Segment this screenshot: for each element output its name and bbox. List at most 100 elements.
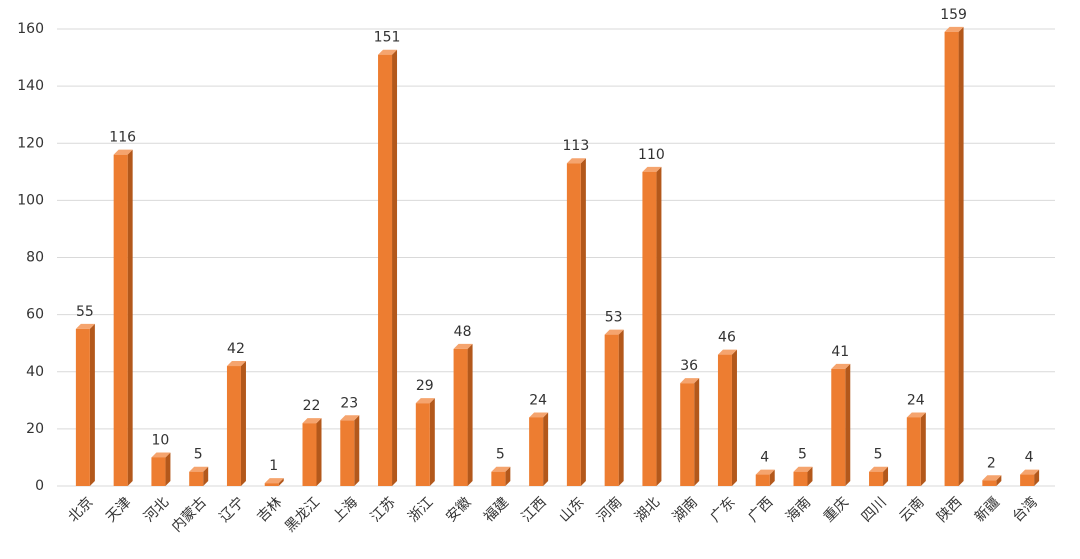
bar-side: [429, 398, 435, 486]
bar: [453, 348, 468, 486]
x-tick-label: 四川: [859, 494, 890, 525]
bar-side: [694, 378, 700, 486]
x-tick-label: 台湾: [1009, 494, 1041, 526]
bar: [680, 383, 695, 486]
bar-top: [75, 323, 95, 329]
bar: [566, 163, 581, 486]
x-tick-label: 湖南: [670, 494, 701, 525]
x-tick-label: 湖北: [632, 494, 663, 525]
x-tick-label: 江西: [519, 494, 550, 525]
bar: [793, 471, 808, 486]
data-label: 24: [529, 392, 547, 408]
y-tick-label: 80: [26, 250, 44, 266]
bar: [529, 417, 544, 486]
bar-side: [656, 166, 662, 486]
bar-side: [958, 26, 964, 486]
x-tick-label: 浙江: [405, 494, 436, 525]
bar: [189, 471, 204, 486]
bar-top: [831, 363, 851, 369]
x-tick-label: 陕西: [934, 494, 965, 525]
bar-top: [906, 412, 926, 418]
data-label: 4: [1025, 450, 1034, 466]
y-tick-label: 160: [17, 21, 44, 37]
data-label: 159: [940, 7, 967, 23]
data-label: 151: [374, 30, 401, 46]
x-tick-label: 江苏: [368, 494, 399, 525]
x-tick-label: 内蒙古: [169, 494, 210, 535]
bar: [75, 328, 90, 486]
bar-top: [1020, 469, 1040, 475]
x-tick-label: 安徽: [443, 494, 474, 525]
bar-top: [566, 158, 586, 164]
bar-side: [316, 418, 322, 486]
x-tick-label: 天津: [103, 494, 134, 525]
bar-top: [793, 466, 813, 472]
bar-top: [302, 418, 322, 424]
bar-side: [920, 412, 926, 486]
bar-top: [491, 466, 511, 472]
bar-side: [240, 361, 246, 486]
bar: [944, 31, 959, 486]
bar-side: [618, 329, 624, 486]
data-label: 23: [340, 395, 358, 411]
x-tick-label: 黑龙江: [282, 494, 323, 535]
bar-side: [580, 158, 586, 486]
y-tick-label: 140: [17, 78, 44, 94]
bar-top: [604, 329, 624, 335]
bar-top: [113, 149, 133, 155]
bar: [340, 420, 355, 486]
data-label: 5: [194, 447, 203, 463]
bar: [1020, 474, 1035, 486]
data-label: 5: [798, 447, 807, 463]
data-label: 4: [760, 450, 769, 466]
bar-side: [883, 466, 889, 486]
x-tick-label: 新疆: [972, 494, 1003, 525]
bar-top: [415, 398, 435, 404]
data-label: 41: [831, 344, 849, 360]
bar: [982, 480, 997, 486]
y-tick-label: 40: [26, 364, 44, 380]
data-label: 1: [269, 458, 278, 474]
y-tick-label: 0: [35, 478, 44, 494]
bar-top: [340, 415, 360, 421]
bar-side: [543, 412, 549, 486]
x-tick-label: 广西: [745, 494, 776, 525]
data-label: 10: [152, 432, 170, 448]
bar: [378, 54, 393, 487]
bar-top: [453, 343, 473, 349]
x-tick-label: 辽宁: [216, 494, 248, 526]
x-tick-label: 广东: [708, 494, 739, 525]
bar: [302, 423, 317, 486]
data-label: 5: [496, 447, 505, 463]
bar-side: [165, 452, 171, 486]
bar-top: [869, 466, 889, 472]
data-label: 2: [987, 455, 996, 471]
bar-top: [378, 49, 398, 55]
x-tick-label: 河北: [141, 494, 172, 525]
data-label: 110: [638, 147, 665, 163]
bar: [226, 366, 241, 486]
bar: [906, 417, 921, 486]
x-tick-label: 北京: [65, 494, 96, 525]
bar-side: [467, 343, 473, 486]
bar-side: [127, 149, 133, 487]
y-tick-label: 20: [26, 421, 44, 437]
bar: [755, 474, 770, 486]
bar-side: [769, 469, 775, 486]
bar-top: [151, 452, 171, 458]
data-label: 22: [303, 398, 321, 414]
bar-top: [642, 166, 662, 172]
data-label: 55: [76, 304, 94, 320]
x-tick-label: 河南: [594, 494, 625, 525]
bar-side: [1034, 469, 1040, 486]
bar-side: [392, 49, 398, 487]
bar: [831, 368, 846, 486]
bar-side: [845, 363, 851, 486]
bar-top: [226, 361, 246, 367]
bar: [264, 483, 279, 486]
bar: [491, 471, 506, 486]
data-label: 113: [563, 138, 590, 154]
data-label: 36: [680, 358, 698, 374]
bar-side: [505, 466, 511, 486]
